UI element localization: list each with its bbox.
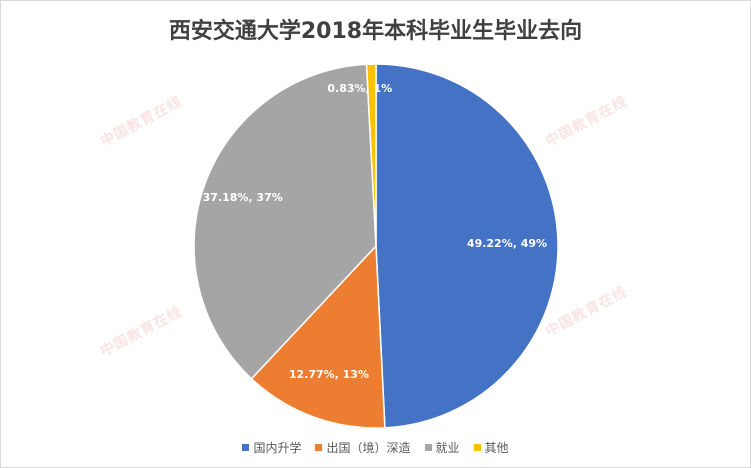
pie-slice-3 [193,63,377,380]
legend-label: 国内升学 [253,441,302,455]
pie-slice-2 [250,244,386,429]
data-label-1: 49.22%, 49% [467,237,547,250]
legend-label: 就业 [435,441,460,455]
legend-label: 出国（境）深造 [326,441,411,455]
legend-swatch [315,444,323,451]
legend: 国内升学 出国（境）深造 就业 其他 [1,439,750,456]
legend-swatch [473,444,481,451]
legend-item-2: 出国（境）深造 [315,439,411,456]
pie-slice-1 [375,63,559,429]
legend-swatch [242,444,250,451]
legend-item-4: 其他 [473,439,509,456]
data-label-2: 12.77%, 13% [289,368,369,381]
legend-item-1: 国内升学 [242,439,301,456]
legend-swatch [424,444,432,451]
pie-slice-4 [365,63,377,247]
data-label-3: 37.18%, 37% [203,191,283,204]
legend-label: 其他 [484,441,509,455]
data-label-4: 0.83%, 1% [327,82,392,95]
chart-title: 西安交通大学2018年本科毕业生毕业去向 [168,19,583,44]
legend-item-3: 就业 [424,439,460,456]
